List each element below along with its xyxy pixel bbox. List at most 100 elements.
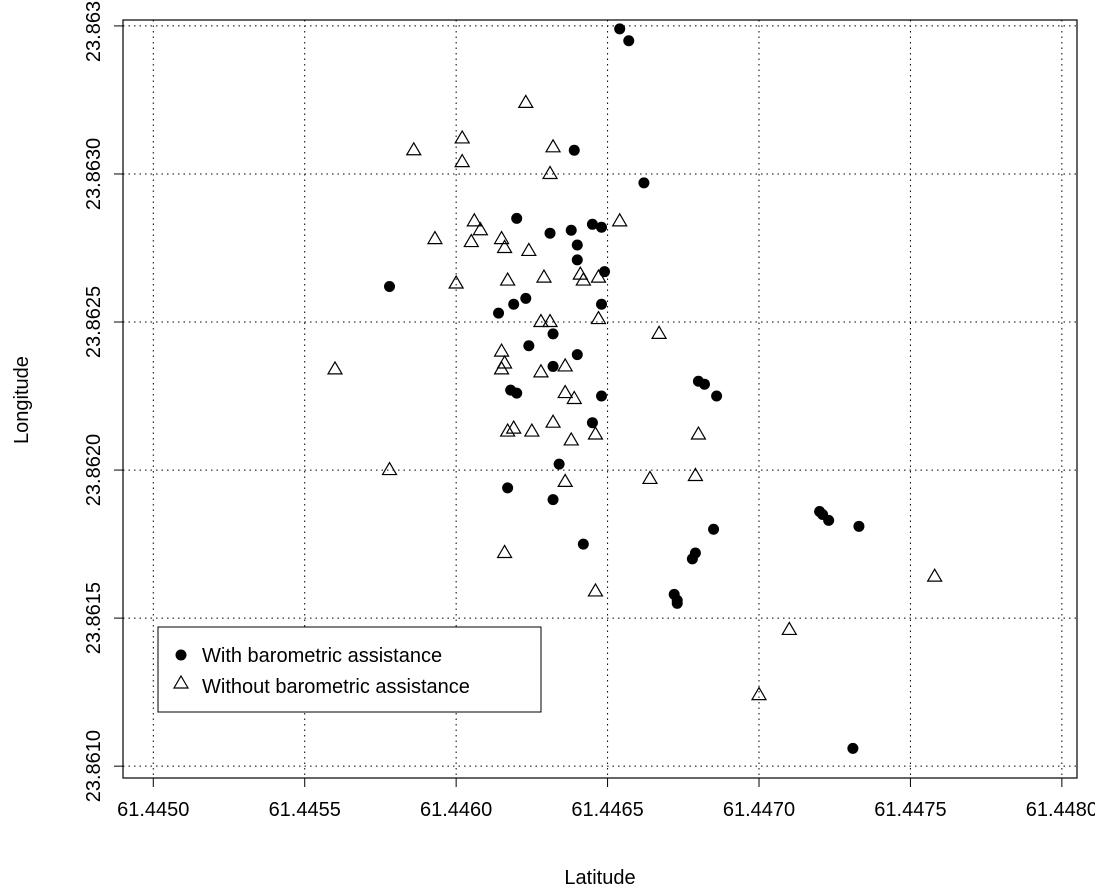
point-without-barometric [499, 422, 516, 437]
point-without-barometric [517, 94, 534, 109]
point-without-barometric [557, 357, 574, 372]
point-without-barometric [690, 425, 707, 440]
point-with-barometric [614, 23, 626, 35]
x-tick-label: 61.4465 [571, 799, 643, 821]
point-with-barometric [823, 514, 835, 526]
point-with-barometric [596, 298, 608, 310]
point-with-barometric [511, 387, 523, 399]
point-with-barometric [599, 266, 611, 278]
point-with-barometric [686, 553, 698, 565]
point-with-barometric [547, 328, 559, 340]
point-without-barometric [499, 271, 516, 286]
point-without-barometric [535, 268, 553, 283]
point-with-barometric [596, 221, 608, 233]
point-without-barometric [496, 544, 513, 559]
point-without-barometric [493, 230, 510, 245]
point-without-barometric [557, 384, 574, 399]
x-tick-label: 61.4470 [723, 799, 795, 821]
point-without-barometric [563, 431, 580, 446]
point-without-barometric [750, 686, 768, 701]
point-without-barometric [466, 212, 483, 227]
point-without-barometric [532, 363, 549, 378]
y-tick-label: 23.8630 [83, 138, 105, 210]
plot-frame [122, 19, 1078, 779]
point-with-barometric [568, 144, 580, 156]
point-with-barometric [508, 298, 520, 310]
point-without-barometric [426, 230, 443, 245]
x-tick-label: 61.4455 [269, 799, 341, 821]
legend-label-without: Without barometric assistance [202, 676, 470, 698]
point-with-barometric [571, 239, 583, 251]
y-tick-label: 23.8625 [83, 286, 105, 358]
point-with-barometric [565, 224, 577, 236]
point-without-barometric [326, 360, 344, 375]
point-without-barometric [523, 422, 540, 437]
point-without-barometric [454, 129, 471, 144]
point-without-barometric [541, 165, 559, 180]
point-without-barometric [575, 271, 592, 286]
x-tick-label: 61.4460 [420, 799, 492, 821]
point-with-barometric [511, 212, 523, 224]
point-without-barometric [381, 461, 398, 476]
y-tick-label: 23.8615 [83, 582, 105, 654]
point-without-barometric [545, 413, 562, 428]
point-without-barometric [520, 242, 537, 257]
y-tick-label: 23.8620 [83, 434, 105, 506]
point-with-barometric [544, 227, 556, 239]
point-without-barometric [493, 360, 510, 375]
point-with-barometric [571, 254, 583, 266]
point-with-barometric [493, 307, 505, 319]
y-axis: 23.8610 23.8615 23.8620 23.8625 23.8630 23.86… [83, 0, 124, 802]
x-axis-label: Latitude [564, 867, 635, 889]
point-without-barometric [472, 221, 489, 236]
x-tick-label: 61.4450 [117, 799, 189, 821]
point-without-barometric [590, 268, 607, 283]
legend-marker-with [175, 649, 187, 661]
point-with-barometric [711, 390, 723, 402]
y-axis-label: Longitude [11, 356, 33, 444]
point-without-barometric [926, 567, 943, 582]
point-with-barometric [638, 177, 650, 189]
y-tick-label: 23.8635 [83, 0, 105, 62]
data-points [326, 23, 943, 754]
point-with-barometric [708, 523, 720, 535]
point-without-barometric [651, 325, 668, 339]
point-without-barometric [611, 212, 628, 227]
point-without-barometric [493, 342, 510, 357]
legend-marker-without [172, 674, 190, 689]
point-without-barometric [541, 313, 559, 328]
point-with-barometric [577, 538, 589, 550]
x-tick-label: 61.4480 [1026, 799, 1095, 821]
point-with-barometric [571, 349, 583, 361]
point-without-barometric [781, 621, 798, 636]
point-with-barometric [520, 292, 532, 304]
point-with-barometric [586, 218, 598, 230]
point-with-barometric [623, 35, 635, 47]
point-with-barometric [596, 390, 608, 402]
point-without-barometric [557, 473, 574, 488]
point-without-barometric [496, 239, 513, 254]
legend: With barometric assistance Without barom… [157, 626, 542, 713]
point-without-barometric [448, 274, 465, 289]
point-without-barometric [587, 582, 604, 597]
x-axis: 61.4450 61.4455 61.4460 61.4465 61.4470 61.44… [117, 777, 1095, 821]
legend-box [157, 626, 542, 713]
point-with-barometric [853, 520, 865, 532]
point-with-barometric [698, 378, 710, 390]
point-without-barometric [454, 153, 471, 168]
point-with-barometric [586, 417, 598, 429]
point-without-barometric [687, 467, 704, 482]
point-with-barometric [847, 742, 859, 754]
point-without-barometric [587, 425, 604, 440]
point-with-barometric [384, 280, 396, 292]
point-without-barometric [405, 141, 422, 156]
point-with-barometric [547, 360, 559, 372]
y-tick-label: 23.8610 [83, 730, 105, 802]
point-without-barometric [590, 310, 607, 325]
point-without-barometric [545, 138, 562, 153]
point-without-barometric [505, 419, 522, 434]
point-without-barometric [641, 470, 659, 485]
x-tick-label: 61.4475 [874, 799, 946, 821]
point-with-barometric [547, 494, 559, 506]
